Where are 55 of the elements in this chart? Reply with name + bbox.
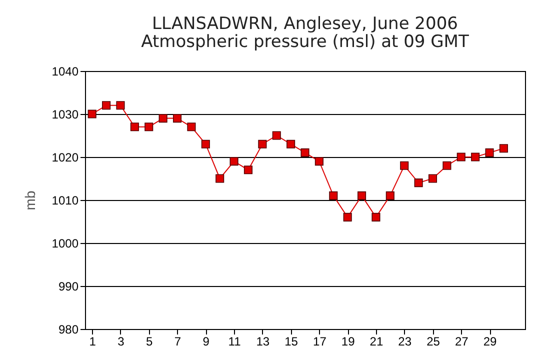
point: [272, 131, 281, 140]
point: [471, 152, 480, 162]
y-tick-label: 1010: [52, 194, 79, 208]
point: [400, 161, 409, 170]
x-tick-label: 9: [202, 334, 210, 348]
x-tick-label: 11: [228, 334, 242, 348]
point: [158, 114, 168, 123]
y-tick-label: 980: [58, 322, 79, 336]
point: [286, 140, 296, 148]
x-tick-label: 25: [426, 334, 440, 348]
x-tick-label: 21: [370, 334, 384, 348]
x-tick-label: 1: [89, 334, 96, 348]
point: [88, 110, 96, 118]
point: [386, 191, 394, 200]
point: [116, 101, 125, 110]
x-tick-label: 15: [284, 334, 298, 348]
x-tick-label: 3: [118, 334, 125, 348]
x-tick-label: 17: [313, 334, 327, 348]
point: [144, 122, 154, 132]
x-tick-label: 13: [256, 334, 270, 348]
x-tick-label: 19: [341, 334, 356, 348]
x-tick-label: 27: [454, 334, 469, 348]
chart-title: LLANSADWRN, Anglesey, June 2006: [152, 14, 458, 34]
point: [442, 161, 452, 170]
point: [130, 122, 139, 132]
point: [329, 191, 338, 200]
point: [244, 166, 252, 174]
point: [201, 140, 210, 148]
x-tick-label: 29: [483, 334, 498, 348]
point: [102, 101, 111, 110]
x-tick-label: 23: [398, 334, 412, 348]
point: [343, 212, 352, 222]
point: [372, 212, 380, 222]
point: [230, 157, 238, 166]
point: [428, 174, 438, 183]
point: [187, 122, 196, 132]
y-tick-label: 1020: [52, 150, 79, 164]
point: [358, 191, 366, 200]
point: [456, 152, 466, 162]
y-axis-title: mb: [22, 190, 38, 210]
point: [414, 178, 423, 188]
x-tick-label: 5: [146, 334, 154, 348]
y-tick-label: 990: [58, 280, 79, 294]
point: [258, 140, 267, 148]
point: [485, 148, 494, 157]
point: [300, 148, 310, 157]
y-tick-label: 1030: [52, 108, 79, 122]
point: [216, 174, 224, 183]
x-tick-label: 7: [174, 334, 182, 348]
point: [314, 157, 324, 166]
point: [172, 114, 182, 123]
chart-subtitle: Atmospheric pressure (msl) at 09 GMT: [141, 32, 470, 52]
y-tick-label: 1000: [52, 236, 79, 250]
point: [499, 144, 508, 153]
y-tick-label: 1040: [52, 64, 79, 78]
